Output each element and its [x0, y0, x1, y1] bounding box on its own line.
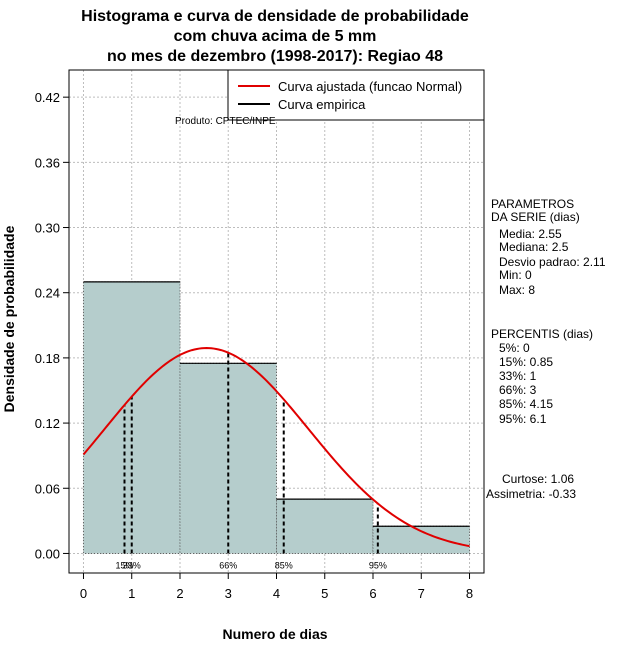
percentile-lines-layer: 15%33% 66% 85% 95%: [115, 352, 387, 570]
y-tick-label-7: 0.42: [35, 90, 60, 105]
y-tick-label-4: 0.24: [35, 286, 60, 301]
x-tick-label-6: 6: [369, 586, 376, 601]
x-tick-label-3: 3: [225, 586, 232, 601]
chart-title-line-3: no mes de dezembro (1998-2017): Regiao 4…: [107, 48, 443, 65]
percentile-label-0: 15%: [115, 560, 133, 570]
percentiles-panel: PERCENTIS (dias) 5%: 0 15%: 0.85 33%: 1 …: [491, 327, 593, 426]
normal-fit-curve: [82, 347, 470, 548]
percentil-5: 5%: 0: [499, 341, 530, 355]
histogram-bar-2: [276, 498, 374, 554]
param-mediana: Mediana: 2.5: [499, 240, 569, 254]
percentil-66: 66%: 3: [499, 383, 537, 397]
stat-assimetria: Assimetria: -0.33: [486, 487, 576, 501]
percentile-label-1: 33%: [123, 560, 141, 570]
param-media: Media: 2.55: [499, 227, 562, 241]
legend-box: [227, 69, 485, 121]
y-tick-label-6: 0.36: [35, 155, 60, 170]
y-tick-label-5: 0.30: [35, 221, 60, 236]
percentil-15: 15%: 0.85: [499, 355, 553, 369]
y-tick-label-1: 0.06: [35, 481, 60, 496]
percentile-label-3: 85%: [275, 560, 293, 570]
x-tick-label-2: 2: [176, 586, 183, 601]
x-tick-label-7: 7: [418, 586, 425, 601]
y-axis-title: Densidade de probabilidade: [1, 225, 17, 412]
percentil-95: 95%: 6.1: [499, 412, 547, 426]
percentis-title: PERCENTIS (dias): [491, 327, 593, 341]
curve-layer: [82, 347, 470, 548]
x-tick-label-8: 8: [466, 586, 473, 601]
percentil-85: 85%: 4.15: [499, 397, 553, 411]
params-title-line-1: PARAMETROS: [491, 197, 574, 211]
param-max: Max: 8: [499, 283, 535, 297]
y-tick-label-3: 0.18: [35, 351, 60, 366]
x-tick-label-1: 1: [128, 586, 135, 601]
percentile-label-4: 95%: [369, 560, 387, 570]
bars-layer: [82, 281, 471, 554]
params-title-line-2: DA SERIE (dias): [491, 210, 580, 224]
product-annotation: Produto: CPTEC/INPE: [175, 116, 276, 127]
parameters-panel: PARAMETROS DA SERIE (dias) Media: 2.55 M…: [491, 197, 606, 297]
param-desvio-padrao: Desvio padrao: 2.11: [499, 255, 606, 269]
param-min: Min: 0: [499, 268, 532, 282]
x-tick-label-0: 0: [80, 586, 87, 601]
chart-title-line-1: Histograma e curva de densidade de proba…: [81, 8, 469, 25]
legend-label-empirical: Curva empirica: [278, 97, 366, 112]
y-tick-label-2: 0.12: [35, 416, 60, 431]
x-tick-label-5: 5: [321, 586, 328, 601]
legend: Curva ajustada (funcao Normal) Curva emp…: [227, 69, 485, 121]
x-axis-title: Numero de dias: [222, 626, 327, 642]
percentile-label-2: 66%: [219, 560, 237, 570]
chart-title-line-2: com chuva acima de 5 mm: [174, 28, 377, 45]
y-tick-label-0: 0.00: [35, 546, 60, 561]
percentil-33: 33%: 1: [499, 369, 537, 383]
legend-label-normal: Curva ajustada (funcao Normal): [278, 79, 462, 94]
stat-curtose: Curtose: 1.06: [502, 472, 574, 486]
x-tick-label-4: 4: [273, 586, 280, 601]
